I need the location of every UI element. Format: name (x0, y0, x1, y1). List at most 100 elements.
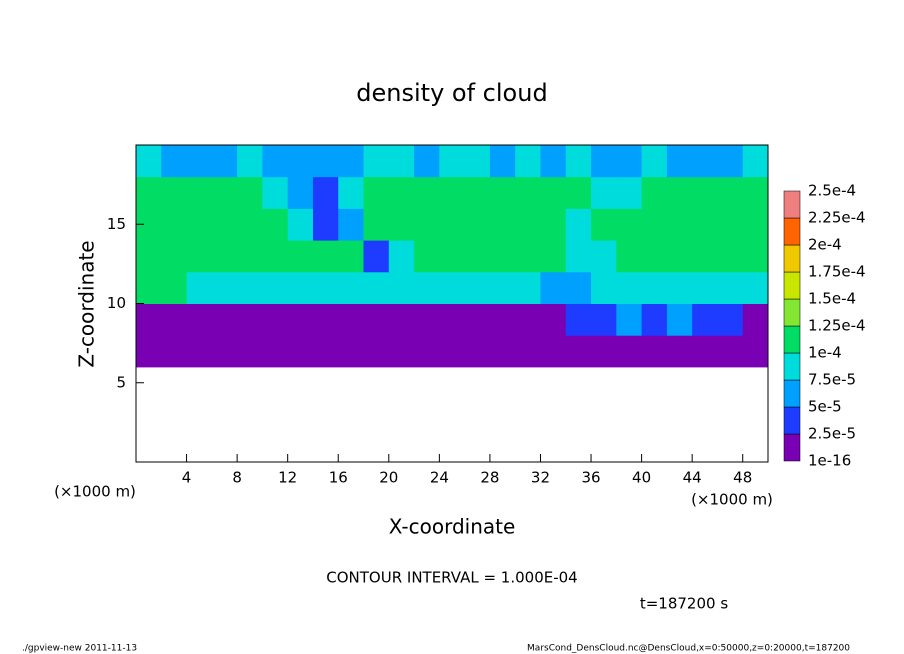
cell (312, 208, 339, 241)
cell (287, 335, 314, 368)
x-tick-label: 20 (379, 469, 398, 487)
cell (464, 303, 491, 336)
cell (666, 240, 693, 273)
cell (692, 271, 718, 304)
cell (540, 176, 567, 209)
cell (591, 303, 617, 336)
cell (414, 208, 440, 241)
colorbar-label: 2.25e-4 (808, 209, 866, 227)
cell (641, 335, 668, 368)
cell (237, 303, 263, 336)
cell (666, 145, 693, 178)
cell (414, 176, 440, 209)
cell (641, 208, 668, 241)
x-tick-label: 24 (430, 469, 449, 487)
colorbar-bin (783, 298, 801, 327)
cell (439, 208, 466, 241)
cell (616, 271, 643, 304)
cell (742, 271, 769, 304)
cell (666, 271, 693, 304)
cell (692, 303, 718, 336)
cell (666, 303, 693, 336)
cell (388, 335, 415, 368)
colorbar-bin (783, 406, 801, 435)
cell (161, 271, 188, 304)
cell (616, 240, 643, 273)
colorbar-label: 1e-4 (808, 344, 842, 362)
colorbar-bin (783, 352, 801, 381)
cell (338, 208, 365, 241)
cell (692, 145, 718, 178)
cell (717, 145, 744, 178)
cell (540, 335, 567, 368)
x-tick-label: 40 (632, 469, 651, 487)
cell (287, 240, 314, 273)
footer-right: MarsCond_DensCloud.nc@DensCloud,x=0:5000… (527, 644, 850, 654)
cell (338, 176, 365, 209)
cell (489, 176, 516, 209)
cell (692, 240, 718, 273)
cell (186, 335, 213, 368)
footer-left: ./gpview-new 2011-11-13 (22, 644, 137, 654)
colorbar-bin (783, 433, 801, 462)
time-label: t=187200 s (640, 595, 728, 613)
cell (515, 145, 541, 178)
cell (237, 208, 263, 241)
cell (742, 335, 769, 368)
cell (363, 208, 390, 241)
cell (439, 240, 466, 273)
cell (312, 240, 339, 273)
cell (136, 176, 162, 209)
cell (439, 145, 466, 178)
cell (414, 335, 440, 368)
cell (161, 303, 188, 336)
colorbar-bin (783, 271, 801, 300)
cell (237, 271, 263, 304)
cell (161, 240, 188, 273)
cell (641, 145, 668, 178)
x-tick-label: 48 (733, 469, 752, 487)
cell (616, 335, 643, 368)
colorbar-label: 1.5e-4 (808, 290, 856, 308)
cell (186, 208, 213, 241)
cell (540, 145, 567, 178)
x-axis-label: X-coordinate (389, 515, 516, 539)
cell (211, 303, 238, 336)
x-tick-label: 44 (683, 469, 702, 487)
cell (262, 303, 289, 336)
cell (489, 335, 516, 368)
cell (742, 208, 769, 241)
cell (262, 145, 289, 178)
cell (742, 303, 769, 336)
cell (287, 208, 314, 241)
cell (211, 208, 238, 241)
cell (515, 240, 541, 273)
cell (666, 208, 693, 241)
cell (515, 335, 541, 368)
cell (641, 303, 668, 336)
cell (439, 303, 466, 336)
cell (489, 145, 516, 178)
colorbar-label: 7.5e-5 (808, 371, 856, 389)
y-axis-label: Z-coordinate (75, 240, 99, 367)
cell (161, 176, 188, 209)
cell (742, 145, 769, 178)
cell (565, 176, 592, 209)
cell (388, 240, 415, 273)
cell (338, 303, 365, 336)
cell (262, 176, 289, 209)
cell (515, 271, 541, 304)
cell (136, 303, 162, 336)
cell (211, 271, 238, 304)
cell (717, 176, 744, 209)
cell (692, 335, 718, 368)
cell (262, 240, 289, 273)
cell (540, 303, 567, 336)
cell (287, 303, 314, 336)
cell (388, 176, 415, 209)
colorbar-label: 1.25e-4 (808, 317, 866, 335)
cell (540, 271, 567, 304)
y-tick-label: 5 (116, 373, 126, 391)
cell (186, 271, 213, 304)
chart-title: density of cloud (356, 79, 547, 107)
